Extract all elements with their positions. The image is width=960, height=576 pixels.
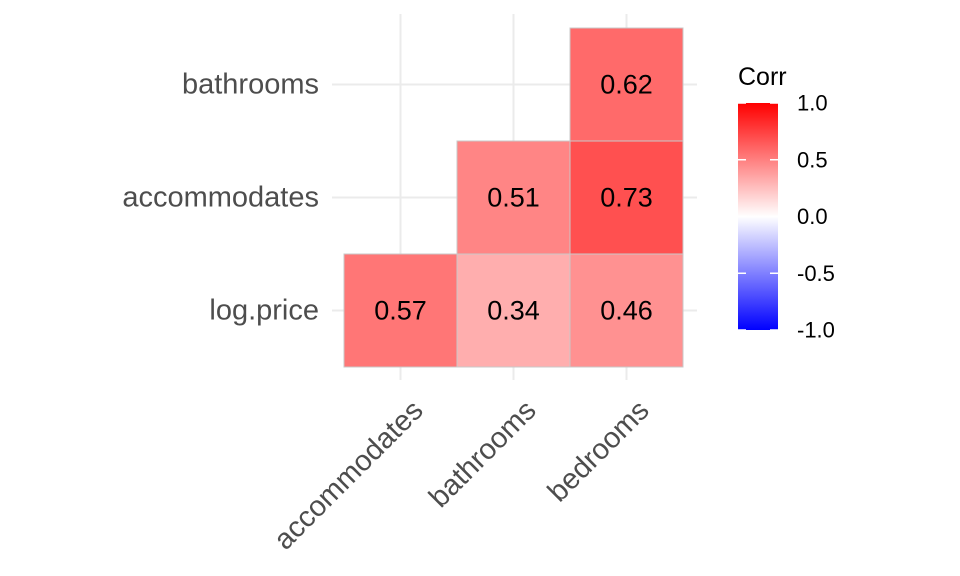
legend-tick-label: -0.5 [797, 261, 835, 286]
y-axis-labels: log.price accommodates bathrooms [122, 69, 319, 327]
cell-value-label: 0.51 [487, 183, 540, 213]
cell-value-label: 0.73 [600, 183, 653, 213]
x-tick-label: bedrooms [542, 394, 656, 508]
heatmap-cell-bathrooms-log.price [456, 253, 571, 368]
y-tick-label: log.price [209, 295, 319, 327]
heatmap-cells: 0.57 0.34 0.46 0.51 0.73 0.62 [343, 27, 684, 368]
cell-value-label: 0.34 [487, 296, 540, 326]
legend-tick-label: 1.0 [797, 91, 828, 116]
heatmap-cell-bathrooms-accommodates [456, 140, 571, 255]
legend: Corr 1.0 0.5 0.0 -0.5 -1.0 [738, 63, 835, 343]
x-tick-label: bathrooms [423, 394, 543, 514]
cell-value-label: 0.57 [374, 296, 427, 326]
x-tick-label: accommodates [268, 394, 430, 556]
y-tick-label: bathrooms [182, 69, 319, 101]
heatmap-cell-accommodates-log.price [343, 253, 458, 368]
y-tick-label: accommodates [122, 182, 319, 214]
cell-value-label: 0.62 [600, 70, 653, 100]
legend-title: Corr [738, 63, 787, 91]
heatmap-cell-bedrooms-accommodates [569, 140, 684, 255]
legend-tick-label: 0.5 [797, 147, 828, 172]
heatmap-cell-bedrooms-bathrooms [569, 27, 684, 142]
legend-tick-label: -1.0 [797, 318, 835, 343]
cell-value-label: 0.46 [600, 296, 653, 326]
legend-tick-label: 0.0 [797, 204, 828, 229]
